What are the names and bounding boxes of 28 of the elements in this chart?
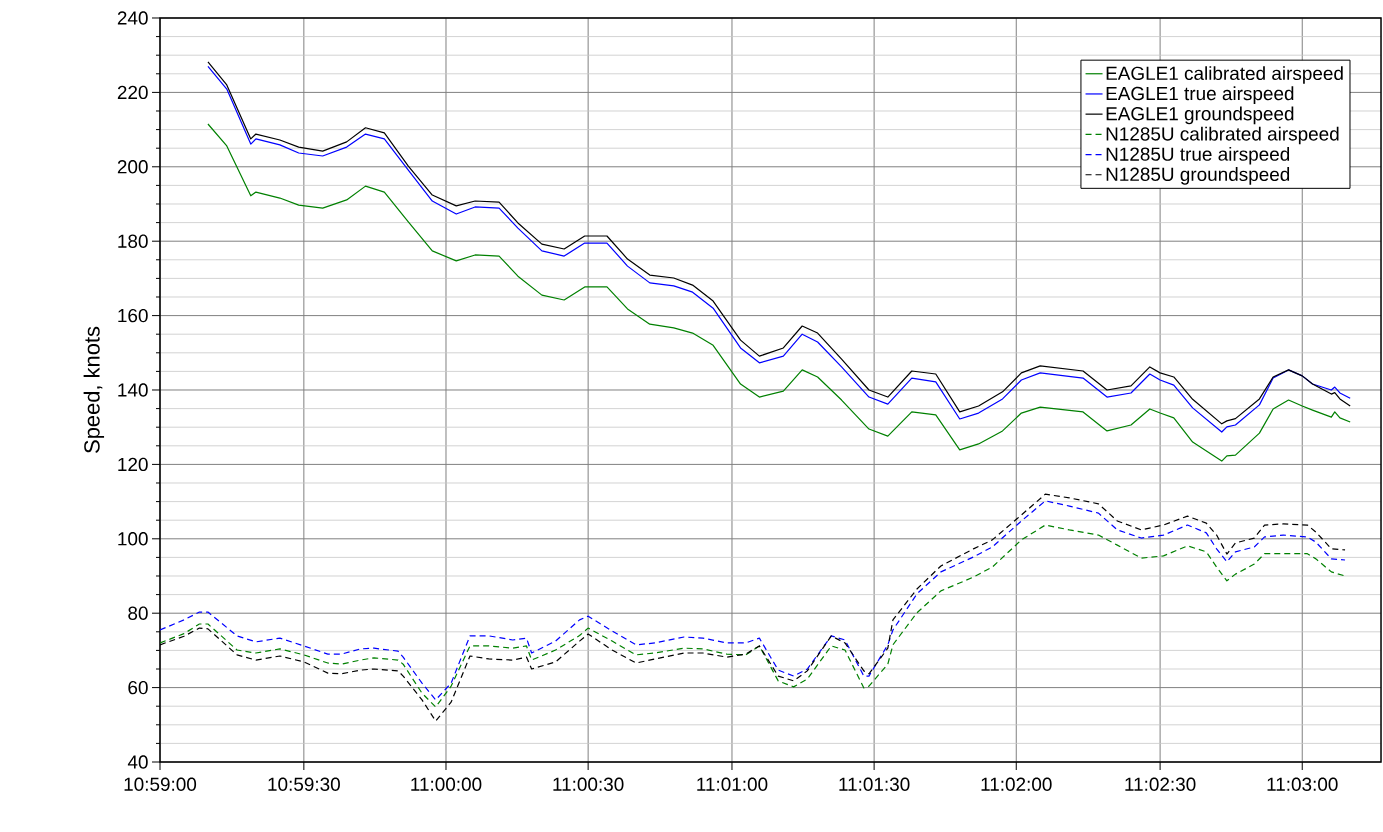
- x-tick-label: 11:00:00: [411, 777, 482, 791]
- x-tick-label: 11:02:30: [1125, 777, 1196, 791]
- legend-label: N1285U groundspeed: [1106, 167, 1290, 185]
- x-tick-label: 11:01:30: [839, 777, 910, 791]
- y-tick-label: 40: [127, 755, 148, 769]
- y-tick-label: 180: [118, 234, 148, 248]
- legend-label: N1285U calibrated airspeed: [1106, 126, 1339, 145]
- y-tick-label: 100: [118, 532, 148, 546]
- y-axis-title: Speed, knots: [83, 326, 105, 453]
- x-tick-label: 10:59:30: [268, 777, 340, 791]
- y-tick-label: 140: [118, 383, 148, 397]
- x-tick-label: 11:01:00: [697, 777, 768, 791]
- y-tick-label: 220: [117, 85, 148, 100]
- legend-label: EAGLE1 true airspeed: [1106, 86, 1294, 104]
- y-tick-label: 120: [118, 457, 148, 472]
- x-tick-label: 10:59:00: [124, 777, 197, 791]
- y-tick-label: 200: [117, 160, 148, 174]
- y-tick-label: 60: [128, 680, 148, 695]
- x-tick-label: 11:03:00: [1267, 777, 1338, 791]
- y-tick-label: 160: [118, 308, 148, 323]
- legend-label: N1285U true airspeed: [1106, 146, 1290, 165]
- x-tick-label: 11:00:30: [553, 777, 624, 791]
- y-tick-label: 240: [117, 11, 148, 25]
- legend-label: EAGLE1 calibrated airspeed: [1106, 66, 1343, 84]
- legend-label: EAGLE1 groundspeed: [1106, 106, 1294, 125]
- x-tick-label: 11:02:00: [981, 777, 1052, 791]
- y-tick-label: 80: [128, 606, 148, 620]
- line-series: [207, 123, 1351, 462]
